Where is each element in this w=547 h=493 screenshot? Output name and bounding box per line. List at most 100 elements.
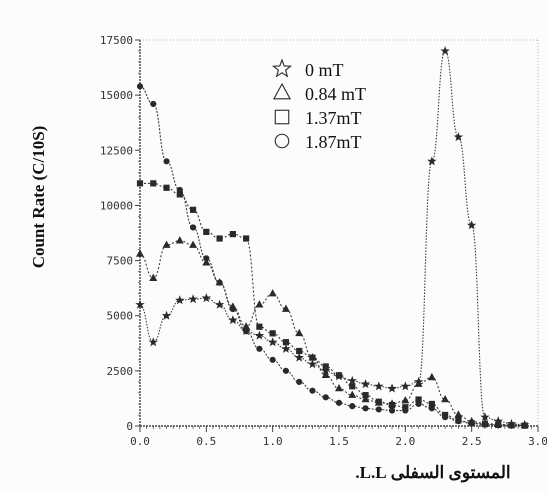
data-point-circle	[481, 421, 489, 428]
y-tick-label: 15000	[100, 89, 133, 102]
data-point-star	[267, 337, 278, 347]
x-tick-label: 1.0	[263, 435, 283, 448]
legend-marker-triangle	[272, 82, 292, 100]
data-point-triangle	[189, 240, 198, 248]
legend-marker-circle	[274, 133, 290, 149]
data-point-star	[466, 220, 477, 230]
data-point-circle	[282, 367, 290, 374]
x-tick-label: 1.5	[329, 435, 349, 448]
data-point-star	[148, 337, 159, 347]
data-point-circle	[203, 255, 210, 262]
x-axis-title: المستوى السفلى L.L.	[355, 463, 510, 483]
data-point-circle	[388, 407, 396, 414]
data-point-circle	[349, 403, 356, 410]
data-point-star	[214, 299, 225, 309]
data-point-square	[296, 347, 303, 355]
data-point-triangle	[361, 394, 370, 403]
x-tick-label: 2.0	[395, 435, 415, 448]
data-point-triangle	[136, 249, 144, 257]
data-point-star	[135, 299, 145, 309]
data-point-circle	[296, 378, 303, 385]
series-markers	[135, 46, 530, 429]
data-point-circle	[309, 387, 316, 394]
data-point-triangle	[268, 289, 277, 297]
data-point-circle	[375, 406, 382, 413]
data-point-square	[375, 398, 382, 405]
y-tick-label: 7500	[107, 255, 134, 268]
data-point-triangle	[281, 304, 290, 312]
data-point-circle	[402, 407, 409, 414]
data-point-square	[216, 235, 223, 242]
data-point-triangle	[175, 236, 184, 244]
y-tick-label: 10000	[100, 199, 133, 212]
top-margin-strip	[0, 0, 547, 10]
data-point-circle	[468, 420, 475, 427]
data-point-circle	[428, 405, 435, 412]
data-point-square	[269, 330, 276, 337]
series-line-star	[139, 50, 525, 426]
data-point-star	[400, 381, 411, 391]
data-point-circle	[455, 418, 462, 425]
data-point-circle	[415, 400, 422, 408]
data-point-star	[347, 375, 358, 385]
data-point-square	[388, 401, 396, 409]
data-point-star	[453, 132, 464, 142]
data-point-star	[480, 412, 490, 422]
y-tick-label: 17500	[100, 34, 133, 47]
data-point-circle	[256, 345, 263, 352]
legend-label: 1.37mT	[305, 108, 362, 128]
data-point-star	[307, 359, 318, 369]
data-point-triangle	[454, 410, 463, 418]
x-tick-label: 3.0	[528, 435, 547, 448]
legend-label: 0.84 mT	[305, 84, 366, 104]
data-point-square	[362, 392, 369, 399]
data-point-circle	[163, 158, 170, 165]
legend-marker-square	[274, 109, 290, 125]
data-point-circle	[521, 422, 528, 429]
x-axis-ticks: 0.0 0.5 1.0 1.5 2.0 2.5 3.0	[130, 426, 547, 448]
data-point-triangle	[255, 300, 264, 308]
data-point-square	[309, 354, 316, 361]
data-point-square	[322, 363, 329, 370]
data-point-square	[282, 339, 290, 346]
data-point-star	[294, 352, 304, 362]
data-point-square	[189, 206, 197, 213]
data-point-star	[254, 330, 265, 340]
data-point-star	[161, 310, 172, 320]
data-point-triangle	[414, 379, 423, 387]
data-point-triangle	[401, 396, 410, 404]
data-point-square	[150, 180, 157, 187]
data-point-triangle	[295, 328, 304, 337]
y-tick-label: 2500	[107, 365, 134, 378]
y-axis-ticks: 0 2500 5000 7500 10000 12500 15000 17500	[100, 34, 140, 433]
x-tick-label: 0.0	[130, 435, 150, 448]
data-point-square	[229, 231, 236, 238]
data-point-circle	[269, 356, 276, 363]
data-point-star	[228, 315, 238, 325]
data-point-star	[360, 379, 371, 389]
data-point-star	[387, 383, 397, 393]
data-point-triangle	[441, 394, 450, 403]
data-point-circle	[335, 399, 343, 406]
data-point-circle	[189, 224, 197, 231]
data-point-square	[256, 323, 263, 330]
legend: 0 mT 0.84 mT 1.37mT 1.87mT	[271, 58, 366, 152]
y-tick-label: 0	[126, 420, 133, 433]
data-point-star	[175, 295, 185, 305]
data-point-circle	[495, 422, 502, 429]
data-point-square	[349, 383, 356, 390]
data-point-star	[440, 46, 450, 56]
legend-label: 1.87mT	[305, 132, 362, 152]
data-point-triangle	[149, 273, 158, 281]
data-point-circle	[150, 100, 157, 108]
data-point-star	[427, 156, 437, 166]
data-point-circle	[229, 305, 236, 313]
y-tick-label: 5000	[107, 310, 134, 323]
data-point-star	[281, 343, 291, 353]
data-point-circle	[136, 83, 144, 90]
data-point-circle	[216, 279, 223, 286]
data-point-star	[201, 293, 212, 303]
legend-marker-star	[271, 58, 293, 78]
data-point-triangle	[162, 240, 171, 248]
